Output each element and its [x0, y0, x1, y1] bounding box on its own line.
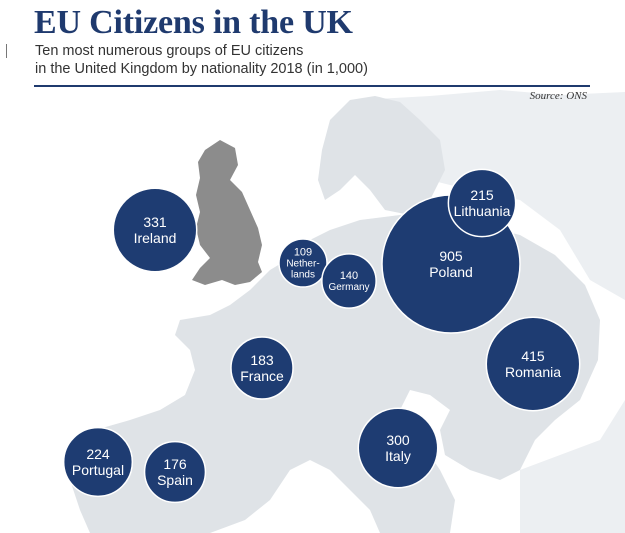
bubble-value-romania: 415	[521, 348, 545, 364]
bubble-circle-italy	[357, 407, 439, 489]
bubble-label-portugal: Portugal	[72, 462, 124, 478]
map-land-east	[360, 90, 625, 533]
source-note: Source: ONS	[529, 90, 587, 102]
bubble-value-france: 183	[250, 352, 274, 368]
bubble-value-spain: 176	[163, 456, 187, 472]
bubble-circle-romania	[485, 316, 581, 412]
bubble-circle-germany	[321, 253, 377, 309]
bubble-value-germany: 140	[340, 270, 358, 282]
bubble-circle-portugal	[62, 426, 134, 498]
chart-subtitle: Ten most numerous groups of EU citizens …	[35, 42, 595, 78]
bubble-label-netherlands-2: lands	[291, 269, 315, 280]
subtitle-line-1: Ten most numerous groups of EU citizens	[35, 43, 304, 59]
bubble-circle-spain	[143, 440, 207, 504]
bubble-label-italy: Italy	[385, 448, 411, 464]
bubble-circle-ireland	[112, 187, 198, 273]
bubble-label-ireland: Ireland	[134, 230, 177, 246]
bubble-label-france: France	[240, 368, 284, 384]
bubble-circle-netherlands	[278, 238, 328, 288]
bubble-label-netherlands-1: Nether-	[286, 258, 319, 269]
bubble-value-lithuania: 215	[470, 187, 494, 203]
bubble-label-romania: Romania	[505, 364, 561, 380]
bubble-label-poland: Poland	[429, 264, 473, 280]
chart-title: EU Citizens in the UK	[34, 4, 353, 41]
bubble-value-poland: 905	[439, 248, 463, 264]
bubble-circle-lithuania	[447, 168, 517, 238]
edge-tick	[6, 44, 7, 58]
map-land-scandinavia	[318, 96, 445, 215]
bubble-circle-france	[230, 336, 294, 400]
map-land-great-britain	[192, 140, 262, 285]
title-divider	[34, 85, 590, 87]
bubble-value-portugal: 224	[86, 446, 110, 462]
bubble-value-ireland: 331	[143, 214, 167, 230]
bubble-label-lithuania: Lithuania	[454, 203, 511, 219]
subtitle-line-2: in the United Kingdom by nationality 201…	[35, 61, 368, 77]
bubble-value-italy: 300	[386, 432, 410, 448]
bubble-label-germany: Germany	[328, 282, 369, 293]
bubble-label-spain: Spain	[157, 472, 193, 488]
bubble-value-netherlands: 109	[294, 246, 312, 258]
